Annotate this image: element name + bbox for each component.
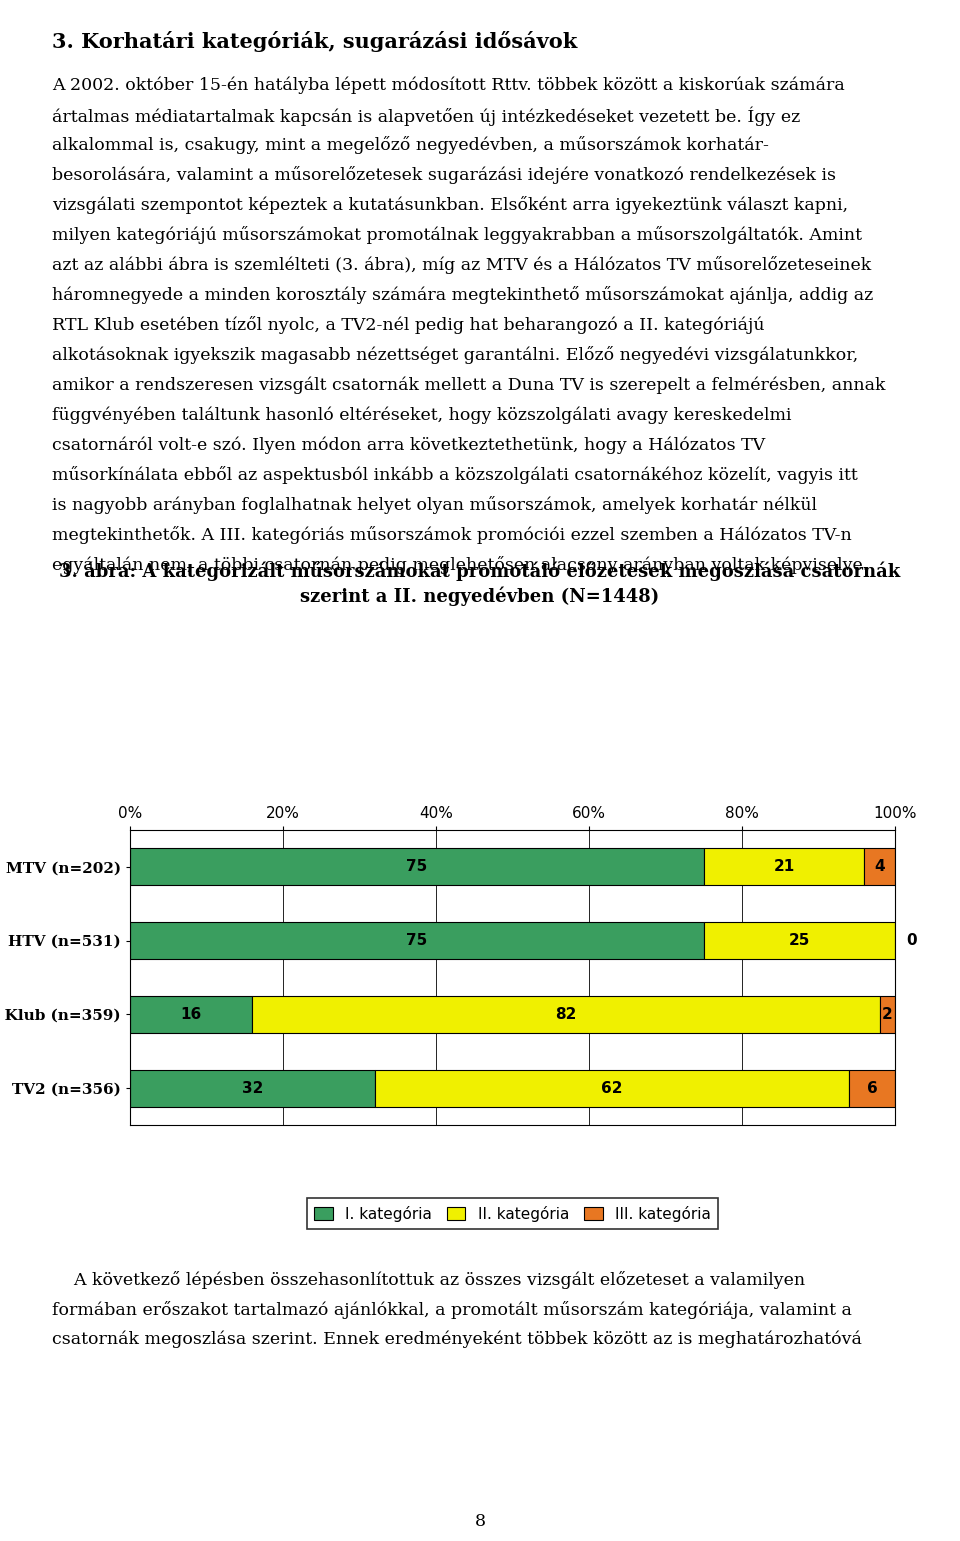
Bar: [374, 1069, 849, 1106]
Text: 75: 75: [406, 860, 427, 874]
Text: megtekinthetők. A III. kategóriás műsorszámok promóciói ezzel szemben a Hálózato: megtekinthetők. A III. kategóriás műsors…: [52, 525, 852, 544]
Text: 0: 0: [906, 934, 917, 948]
Text: egyáltalán nem, a többi csatornán pedig meglehetősen alacsony arányban voltak ké: egyáltalán nem, a többi csatornán pedig …: [52, 556, 868, 573]
Text: 16: 16: [180, 1006, 202, 1022]
Text: 62: 62: [601, 1080, 623, 1096]
Bar: [130, 922, 704, 959]
Legend: I. kategória, II. kategória, III. kategória: I. kategória, II. kategória, III. kategó…: [306, 1199, 718, 1230]
Bar: [704, 922, 895, 959]
Text: 75: 75: [406, 934, 427, 948]
Text: ártalmas médiatartalmak kapcsán is alapvetően új intézkedéseket vezetett be. Így: ártalmas médiatartalmak kapcsán is alapv…: [52, 106, 801, 125]
Text: A következő lépésben összehasonlítottuk az összes vizsgált előzeteset a valamily: A következő lépésben összehasonlítottuk …: [52, 1271, 805, 1288]
Text: 4: 4: [875, 860, 885, 874]
Text: 3. ábra: A kategorizált műsorszámokat promotáló előzetesek megoszlása csatornák: 3. ábra: A kategorizált műsorszámokat pr…: [60, 561, 900, 581]
Bar: [130, 995, 252, 1032]
Bar: [879, 995, 895, 1032]
Bar: [130, 1069, 374, 1106]
Bar: [849, 1069, 895, 1106]
Text: 2: 2: [882, 1006, 893, 1022]
Text: alkotásoknak igyekszik magasabb nézettséget garantálni. Előző negyedévi vizsgála: alkotásoknak igyekszik magasabb nézettsé…: [52, 347, 858, 364]
Text: besorolására, valamint a műsorelőzetesek sugarázási idejére vonatkozó rendelkezé: besorolására, valamint a műsorelőzetesek…: [52, 166, 836, 183]
Bar: [130, 849, 704, 886]
Text: RTL Klub esetében tízől nyolc, a TV2-nél pedig hat beharangozó a II. kategóriájú: RTL Klub esetében tízől nyolc, a TV2-nél…: [52, 316, 764, 334]
Text: háromnegyede a minden korosztály számára megtekinthető műsorszámokat ajánlja, ad: háromnegyede a minden korosztály számára…: [52, 287, 874, 304]
Text: 82: 82: [556, 1006, 577, 1022]
Text: is nagyobb arányban foglalhatnak helyet olyan műsorszámok, amelyek korhatár nélk: is nagyobb arányban foglalhatnak helyet …: [52, 496, 817, 515]
Text: csatornák megoszlása szerint. Ennek eredményeként többek között az is meghatároz: csatornák megoszlása szerint. Ennek ered…: [52, 1331, 862, 1348]
Text: vizsgálati szempontot képeztek a kutatásunkban. Elsőként arra igyekeztünk válasz: vizsgálati szempontot képeztek a kutatás…: [52, 196, 848, 214]
Text: függvényében találtunk hasonló eltéréseket, hogy közszolgálati avagy kereskedelm: függvényében találtunk hasonló eltérések…: [52, 405, 791, 424]
Text: milyen kategóriájú műsorszámokat promotálnak leggyakrabban a műsorszolgáltatók. : milyen kategóriájú műsorszámokat promotá…: [52, 227, 862, 243]
Text: csatornáról volt-e szó. Ilyen módon arra következtethetünk, hogy a Hálózatos TV: csatornáról volt-e szó. Ilyen módon arra…: [52, 436, 765, 453]
Text: 8: 8: [474, 1513, 486, 1530]
Text: 32: 32: [242, 1080, 263, 1096]
Text: A 2002. október 15-én hatályba lépett módosított Rttv. többek között a kiskorúak: A 2002. október 15-én hatályba lépett mó…: [52, 76, 845, 94]
Text: 21: 21: [774, 860, 795, 874]
Bar: [864, 849, 895, 886]
Text: alkalommal is, csakugy, mint a megelőző negyedévben, a műsorszámok korhatár-: alkalommal is, csakugy, mint a megelőző …: [52, 136, 769, 154]
Text: amikor a rendszeresen vizsgált csatornák mellett a Duna TV is szerepelt a felmér: amikor a rendszeresen vizsgált csatornák…: [52, 376, 885, 393]
Bar: [704, 849, 864, 886]
Text: azt az alábbi ábra is szemlélteti (3. ábra), míg az MTV és a Hálózatos TV műsore: azt az alábbi ábra is szemlélteti (3. áb…: [52, 256, 872, 274]
Bar: [252, 995, 879, 1032]
Text: formában erőszakot tartalmazó ajánlókkal, a promotált műsorszám kategóriája, val: formában erőszakot tartalmazó ajánlókkal…: [52, 1301, 852, 1319]
Text: 25: 25: [789, 934, 810, 948]
Text: szerint a II. negyedévben (N=1448): szerint a II. negyedévben (N=1448): [300, 586, 660, 606]
Text: műsorkínálata ebből az aspektusból inkább a közszolgálati csatornákéhoz közelít,: műsorkínálata ebből az aspektusból inkáb…: [52, 465, 857, 484]
Text: 6: 6: [867, 1080, 877, 1096]
Text: 3. Korhatári kategóriák, sugarázási idősávok: 3. Korhatári kategóriák, sugarázási idős…: [52, 31, 577, 52]
